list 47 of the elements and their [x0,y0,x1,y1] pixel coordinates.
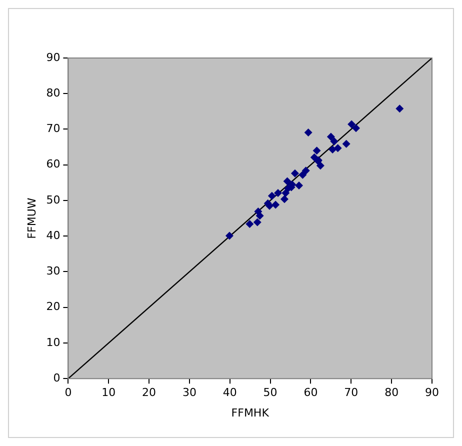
point [396,104,404,113]
point [295,182,304,190]
point [348,120,356,128]
x-tick-label: 70 [344,386,358,400]
point [280,195,288,204]
x-tick-label: 30 [182,386,196,400]
point [326,132,335,141]
point [298,170,307,179]
y-tick-label: 60 [46,158,60,171]
x-tick-label: 0 [64,386,72,400]
x-tick-label: 20 [142,386,156,400]
point [334,144,342,152]
point [302,166,310,175]
point [316,162,324,170]
x-tick-label: 60 [304,386,318,400]
x-tick-label: 90 [425,386,439,400]
point [256,212,264,220]
y-tick-label: 10 [46,336,60,349]
point [268,192,276,200]
point [283,177,292,186]
point [274,189,282,198]
point [352,124,360,132]
x-tick-label: 50 [263,386,278,400]
x-tick-label: 80 [384,386,399,400]
y-tick-label: 50 [46,193,60,206]
x-tick-label: 40 [222,386,237,400]
point [290,169,299,178]
y-tick-label: 70 [46,122,60,136]
point [330,137,338,146]
point [304,128,312,136]
y-axis-title: FFMUW [25,198,38,239]
point [312,146,321,155]
point [272,200,280,209]
point [246,220,254,228]
point [342,140,350,148]
y-tick-label: 0 [53,371,60,384]
y-tick-label: 30 [46,264,60,278]
x-axis-title: FFMHK [231,406,270,420]
y-tick-label: 40 [46,228,60,242]
y-tick-label: 80 [46,86,60,100]
point [253,218,262,226]
point [282,189,290,198]
point [225,232,234,240]
y-tick-label: 20 [46,300,60,314]
x-tick-label: 10 [102,386,116,400]
point [328,146,337,154]
y-tick-label: 90 [46,50,60,64]
